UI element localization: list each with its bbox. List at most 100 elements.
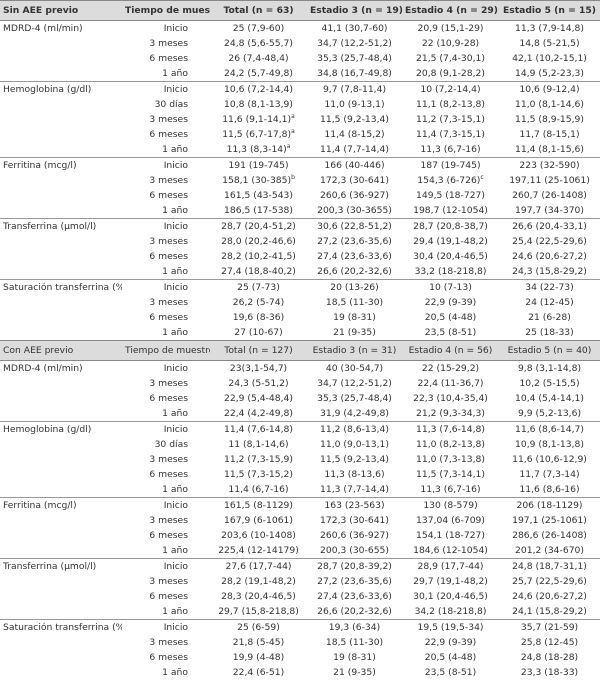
value-cell: 25 (7-73) [210,279,307,295]
value-cell: 11,3 (8,3-14)a [210,142,307,158]
data-row: 6 meses 19,9 (4-48) 19 (8-31) 20,5 (4-48) 24… [0,650,600,665]
value-cell: 24 (12-45) [525,297,574,308]
value-cell: 19,9 (4-48) [232,652,285,663]
value-cell: 23,3 (18-33) [520,667,579,678]
value-cell: 18,5 (11-30) [325,637,384,648]
empty-cell [0,543,122,559]
header-cell: Tiempo de muestreo [122,0,210,21]
value-cell: 200,3 (30-3655) [317,205,392,216]
value-cell: 24,6 (20,6-27,2) [512,591,587,602]
value-cell: 10,6 (7,2-14,4) [210,81,307,97]
value-cell: 137,04 (6-709) [416,515,485,526]
time-label: 6 meses [149,251,188,262]
value-cell: 25 (18-33) [525,327,574,338]
value-cell: 10,4 (5,4-14,1) [515,393,584,404]
empty-cell [0,51,122,66]
value-cell: 34 (22-73) [499,279,600,295]
empty-cell [0,188,122,203]
value-cell: 19 (8-31) [333,312,376,323]
data-row: 1 año 22,4 (4,2-49,8) 31,9 (4,2-49,8) 21,2 … [0,406,600,422]
value-cell: 25,8 (12-45) [520,637,579,648]
time-label: 3 meses [149,515,188,526]
value-cell: 225,4 (12-14179) [218,545,299,556]
header-cell: Tiempo de muestreo [122,340,210,361]
value-cell: 11,3 (7,6-14,8) [402,421,499,437]
value-cell: 11,0 (7,3-13,8) [416,454,485,465]
value-cell: 25 (6-59) [210,619,307,635]
value-cell: 30,6 (22,8-51,2) [307,218,402,234]
time-label: 1 año [162,144,188,155]
value-cell: 22,9 (5,4-48,4) [224,393,293,404]
value-cell: 40 (30-54,7) [325,363,384,374]
value-cell: 28,0 (20,2-46,6) [221,236,296,247]
time-label: Inicio [122,81,210,97]
value-cell: 19,5 (19,5-34) [402,619,499,635]
value-cell: 21 (9-35) [333,667,376,678]
time-label: Inicio [122,421,210,437]
value-cell: 200,3 (30-655) [320,545,389,556]
empty-cell [0,36,122,51]
header-cell: Estadio 5 (n = 40) [499,340,600,361]
empty-cell [0,66,122,82]
time-label: 6 meses [149,312,188,323]
empty-cell [0,142,122,158]
header-cell: Total (n = 127) [210,340,307,361]
time-label: 3 meses [149,114,188,125]
value-cell: 19,6 (8-36) [232,312,285,323]
value-cell: 28,7 (20,8-38,7) [402,218,499,234]
value-cell: 11,2 (7,3-15,9) [224,454,293,465]
empty-cell [0,665,122,680]
value-cell: 172,3 (30-641) [320,515,389,526]
empty-cell [0,203,122,219]
variable-label: Hemoglobina (g/dl) [0,81,122,97]
value-cell: 9,7 (7,8-11,4) [307,81,402,97]
time-label: 3 meses [149,175,188,186]
time-label: 6 meses [149,469,188,480]
data-row: 6 meses 11,5 (7,3-15,2) 11,3 (8-13,6) 11,5 … [0,467,600,482]
value-cell: 20,9 (15,1-29) [417,23,484,34]
time-label: 6 meses [149,530,188,541]
value-cell: 158,1 (30-385)b [210,173,307,188]
time-label: Inicio [163,363,188,374]
value-cell: 26,6 (20,4-33,1) [499,218,600,234]
value-cell: 10,9 (8,1-13,8) [515,439,584,450]
empty-cell [0,295,122,310]
value-cell: 20,5 (4-48) [424,652,477,663]
variable-label: Hemoglobina (g/dl) [0,421,122,437]
empty-cell [0,249,122,264]
value-cell: 260,6 (36-927) [320,190,389,201]
empty-cell [0,234,122,249]
value-cell: 22,3 (10,4-35,4) [413,393,488,404]
value-cell: 149,5 (18-727) [416,190,485,201]
value-cell: 21 (9-35) [333,327,376,338]
cell-text: 11,5 (6,7-17,8) [222,129,292,141]
time-label: 3 meses [149,576,188,587]
value-cell: 19 (8-31) [333,652,376,663]
footnote-mark: a [286,143,291,151]
time-label: 1 año [162,68,188,79]
value-cell: 27,4 (23,6-33,6) [317,591,392,602]
value-cell: 21,5 (7,4-30,1) [416,53,485,64]
value-cell: 167,9 (6-1061) [224,515,293,526]
value-cell: 11,5 (7,3-15,2) [224,469,293,480]
value-cell: 24,3 (5-51,2) [228,378,289,389]
value-cell: 24,6 (20,6-27,2) [512,251,587,262]
empty-cell [0,310,122,325]
value-cell: 34,2 (18-218,8) [414,606,487,617]
data-row: 6 meses 203,6 (10-1408) 260,6 (36-927) 154,… [0,528,600,543]
value-cell: 11,6 (8,6-14,7) [499,421,600,437]
data-row: 30 días 11 (8,1-14,6) 11,0 (9,0-13,1) 11,0 … [0,437,600,452]
empty-cell [0,574,122,589]
value-cell: 22 (10,9-28) [421,38,480,49]
value-cell: 35,7 (21-59) [499,619,600,635]
value-cell: 22,9 (9-39) [424,637,477,648]
value-cell: 186,5 (17-538) [224,205,293,216]
cell-text: 11,6 (9,1-14,1) [222,114,292,126]
empty-cell [0,406,122,422]
value-cell: 24,8 (18-28) [520,652,579,663]
value-cell: 28,2 (19,1-48,2) [221,576,296,587]
empty-cell [0,604,122,620]
empty-cell [0,391,122,406]
value-cell: 166 (40-446) [307,157,402,173]
data-row: 1 año 225,4 (12-14179) 200,3 (30-655) 184,6… [0,543,600,559]
